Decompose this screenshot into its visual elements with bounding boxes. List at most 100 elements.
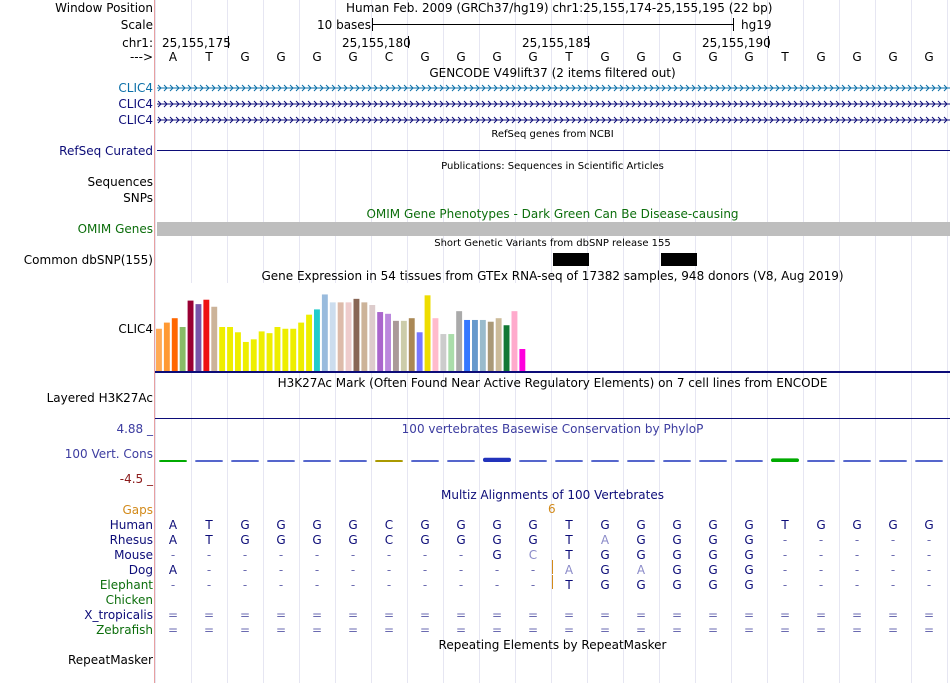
gtex-tissue-bar[interactable] — [306, 314, 312, 371]
h3k27-label[interactable]: Layered H3K27Ac — [46, 391, 153, 405]
gtex-tissue-bar[interactable] — [195, 304, 202, 371]
species-label[interactable]: Mouse — [114, 548, 153, 562]
strand-arrow — [511, 100, 516, 108]
strand-arrow — [847, 116, 852, 124]
aligned-base: G — [708, 578, 718, 592]
pubs-sequences-label[interactable]: Sequences — [87, 175, 153, 189]
gtex-tissue-bar[interactable] — [377, 312, 384, 371]
gtex-tissue-bar[interactable] — [495, 318, 502, 371]
gtex-tissue-bar[interactable] — [361, 302, 368, 371]
aligned-base: G — [672, 533, 682, 547]
dbsnp-variant[interactable] — [553, 253, 589, 266]
gtex-tissue-bar[interactable] — [219, 327, 226, 371]
gtex-tissue-bar[interactable] — [353, 298, 360, 371]
gaps-label[interactable]: Gaps — [122, 503, 153, 517]
window-position-text[interactable]: Human Feb. 2009 (GRCh37/hg19) chr1:25,15… — [346, 1, 773, 15]
gtex-tissue-bar[interactable] — [235, 332, 241, 371]
gencode-item-label[interactable]: CLIC4 — [118, 113, 153, 127]
cons-label[interactable]: 100 Vert. Cons — [64, 447, 153, 461]
species-label[interactable]: Chicken — [105, 593, 153, 607]
gtex-tissue-bar[interactable] — [329, 302, 336, 371]
strand-arrow — [241, 84, 246, 92]
omim-phenotype-bar[interactable] — [157, 222, 950, 236]
gtex-tissue-bar[interactable] — [448, 334, 455, 371]
gtex-tissue-bar[interactable] — [298, 322, 305, 371]
gtex-tissue-bar[interactable] — [408, 318, 415, 371]
gtex-tissue-bar[interactable] — [258, 331, 265, 371]
gtex-tissue-bar[interactable] — [179, 327, 186, 371]
gtex-tissue-bar[interactable] — [242, 341, 249, 371]
aligned-base: = — [527, 623, 539, 637]
gtex-tissue-bar[interactable] — [440, 334, 447, 371]
gtex-tissue-bar[interactable] — [187, 300, 194, 371]
gtex-tissue-bar[interactable] — [211, 306, 218, 371]
gtex-tissue-bar[interactable] — [416, 332, 423, 371]
gtex-tissue-bar[interactable] — [487, 321, 494, 371]
gtex-tissue-bar[interactable] — [369, 305, 376, 371]
gtex-tissue-bar[interactable] — [472, 319, 478, 371]
gtex-tissue-bar[interactable] — [274, 327, 281, 371]
gtex-tissue-bar[interactable] — [424, 295, 431, 371]
pubs-snps-label[interactable]: SNPs — [123, 191, 153, 205]
species-label[interactable]: Human — [109, 518, 153, 532]
refseq-feature-line[interactable] — [157, 150, 950, 151]
gencode-item-label[interactable]: CLIC4 — [118, 97, 153, 111]
coord-label: 25,155,180 — [342, 36, 411, 50]
aligned-base: = — [383, 608, 395, 622]
species-label[interactable]: Elephant — [99, 578, 153, 592]
species-label[interactable]: Dog — [128, 563, 153, 577]
gtex-tissue-bar[interactable] — [321, 294, 328, 371]
gtex-tissue-bar[interactable] — [282, 328, 289, 371]
gtex-tissue-bar[interactable] — [337, 302, 344, 371]
gtex-tissue-bar[interactable] — [314, 309, 320, 371]
strand-arrow — [481, 84, 486, 92]
strand-arrow — [829, 100, 834, 108]
strand-arrow — [613, 100, 618, 108]
gtex-tissue-bar[interactable] — [479, 319, 486, 371]
gencode-item-label[interactable]: CLIC4 — [118, 81, 153, 95]
dbsnp-variant[interactable] — [661, 253, 697, 266]
strand-arrow — [535, 116, 540, 124]
aligned-base: = — [599, 623, 611, 637]
strand-arrow — [511, 84, 516, 92]
gtex-tissue-bar[interactable] — [456, 311, 463, 371]
aligned-base: - — [206, 563, 212, 577]
gtex-tissue-bar[interactable] — [511, 311, 518, 371]
dbsnp-label[interactable]: Common dbSNP(155) — [23, 253, 153, 267]
strand-arrow — [187, 100, 192, 108]
gtex-tissue-bar[interactable] — [266, 333, 273, 371]
gtex-tissue-bar[interactable] — [503, 325, 510, 371]
repeat-label[interactable]: RepeatMasker — [67, 653, 153, 667]
strand-arrow — [853, 116, 858, 124]
pubs-title: Publications: Sequences in Scientific Ar… — [441, 161, 664, 172]
species-label[interactable]: Zebrafish — [96, 623, 153, 637]
gtex-tissue-bar[interactable] — [163, 322, 170, 371]
gtex-tissue-bar[interactable] — [393, 320, 399, 371]
gtex-tissue-bar[interactable] — [345, 302, 352, 371]
gtex-tissue-bar[interactable] — [156, 328, 162, 371]
omim-label[interactable]: OMIM Genes — [77, 222, 153, 236]
refseq-label[interactable]: RefSeq Curated — [59, 144, 153, 158]
strand-arrow — [811, 100, 816, 108]
strand-arrow — [541, 100, 546, 108]
species-label[interactable]: X_tropicalis — [84, 608, 153, 622]
gtex-tissue-bar[interactable] — [171, 318, 178, 371]
gtex-tissue-bar[interactable] — [290, 328, 297, 371]
gtex-tissue-bar[interactable] — [203, 299, 210, 371]
gtex-tissue-bar[interactable] — [400, 320, 407, 371]
gtex-tissue-bar[interactable] — [464, 319, 470, 371]
gtex-tissue-bar[interactable] — [432, 318, 439, 371]
gtex-tissue-bar[interactable] — [250, 339, 257, 371]
strand-arrow — [925, 100, 930, 108]
gtex-tissue-bar[interactable] — [519, 349, 526, 371]
gtex-tissue-bar[interactable] — [385, 313, 391, 371]
strand-arrow — [583, 84, 588, 92]
gtex-tissue-bar[interactable] — [227, 327, 233, 371]
gtex-gene-label[interactable]: CLIC4 — [118, 322, 153, 336]
species-label[interactable]: Rhesus — [109, 533, 153, 547]
strand-arrow — [421, 100, 426, 108]
